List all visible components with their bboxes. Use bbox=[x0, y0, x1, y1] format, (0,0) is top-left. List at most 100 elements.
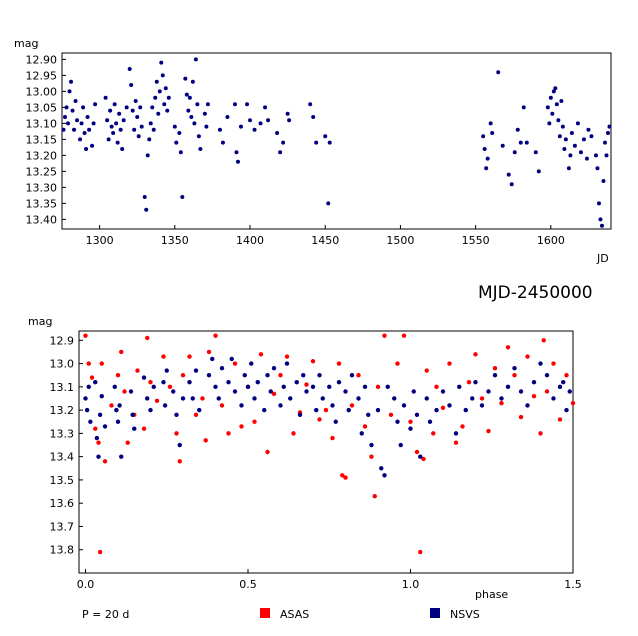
data-point-nsvs bbox=[248, 118, 253, 123]
data-point-nsvs bbox=[174, 412, 179, 417]
x-tick-label: 1.5 bbox=[564, 578, 582, 591]
y-tick-label: 13.05 bbox=[26, 101, 58, 114]
data-point-asas bbox=[97, 549, 103, 555]
data-point-asas bbox=[265, 449, 270, 455]
data-point-asas bbox=[356, 373, 361, 378]
data-point-nsvs bbox=[521, 105, 526, 110]
data-point-nsvs bbox=[232, 389, 238, 394]
data-point-nsvs bbox=[216, 396, 221, 401]
data-point-asas bbox=[518, 414, 524, 420]
x-tick-label: 1350 bbox=[161, 234, 189, 247]
data-point-nsvs bbox=[385, 384, 390, 390]
data-point-nsvs bbox=[482, 147, 487, 151]
data-point-nsvs bbox=[369, 442, 374, 448]
data-point-nsvs bbox=[547, 121, 552, 126]
data-point-nsvs bbox=[112, 102, 117, 107]
data-point-asas bbox=[135, 368, 140, 373]
y-tick-label: 13.0 bbox=[50, 358, 75, 371]
data-point-asas bbox=[424, 368, 429, 373]
data-point-nsvs bbox=[83, 396, 88, 401]
data-point-nsvs bbox=[129, 83, 134, 87]
data-point-nsvs bbox=[545, 105, 550, 110]
data-point-asas bbox=[89, 375, 95, 380]
data-point-asas bbox=[317, 417, 322, 422]
x-tick-label: 1600 bbox=[537, 234, 565, 247]
data-point-nsvs bbox=[174, 140, 179, 145]
data-point-nsvs bbox=[190, 396, 195, 401]
data-point-nsvs bbox=[500, 143, 505, 148]
data-point-nsvs bbox=[156, 111, 161, 116]
data-point-nsvs bbox=[578, 150, 583, 155]
data-point-nsvs bbox=[85, 115, 90, 119]
data-point-asas bbox=[122, 389, 127, 394]
data-point-nsvs bbox=[336, 379, 342, 385]
data-point-asas bbox=[453, 440, 459, 445]
data-point-nsvs bbox=[135, 115, 140, 119]
data-point-nsvs bbox=[81, 105, 86, 110]
data-point-nsvs bbox=[79, 121, 84, 126]
data-point-nsvs bbox=[82, 131, 87, 135]
y-tick-label: 12.90 bbox=[26, 53, 58, 66]
data-point-nsvs bbox=[255, 379, 260, 385]
y-tick-label: 13.1 bbox=[50, 381, 75, 394]
y-tick-label: 13.8 bbox=[50, 544, 75, 557]
data-point-asas bbox=[323, 407, 329, 413]
data-point-nsvs bbox=[551, 89, 556, 94]
data-point-nsvs bbox=[408, 426, 413, 431]
data-point-nsvs bbox=[553, 86, 558, 91]
data-point-nsvs bbox=[268, 389, 273, 394]
data-point-nsvs bbox=[320, 396, 325, 401]
legend-nsvs-swatch bbox=[430, 608, 440, 618]
x-tick-label: 1300 bbox=[86, 234, 114, 247]
data-point-nsvs bbox=[490, 131, 495, 135]
data-point-nsvs bbox=[327, 140, 332, 145]
data-point-nsvs bbox=[548, 95, 553, 100]
data-point-nsvs bbox=[285, 111, 290, 116]
y-tick-label: 13.00 bbox=[26, 85, 58, 98]
data-point-nsvs bbox=[561, 379, 566, 385]
data-point-asas bbox=[440, 405, 446, 410]
data-point-asas bbox=[310, 359, 316, 364]
y-tick-label: 13.10 bbox=[26, 117, 58, 130]
data-point-nsvs bbox=[78, 137, 83, 142]
data-point-nsvs bbox=[512, 366, 517, 371]
data-point-nsvs bbox=[88, 419, 93, 424]
data-point-asas bbox=[99, 361, 104, 366]
data-point-nsvs bbox=[66, 121, 71, 126]
data-point-asas bbox=[177, 459, 182, 464]
data-point-nsvs bbox=[593, 153, 598, 158]
x-tick-label: 1.0 bbox=[402, 578, 420, 591]
data-point-nsvs bbox=[172, 124, 177, 129]
data-point-nsvs bbox=[249, 361, 254, 366]
data-point-nsvs bbox=[265, 373, 270, 378]
period-annotation: P = 20 d bbox=[82, 608, 129, 621]
data-point-nsvs bbox=[536, 169, 541, 174]
x-tick-label: 1500 bbox=[386, 234, 414, 247]
data-point-nsvs bbox=[115, 419, 121, 424]
data-point-nsvs bbox=[575, 121, 580, 126]
data-point-nsvs bbox=[586, 127, 591, 132]
data-point-nsvs bbox=[67, 89, 72, 94]
data-point-asas bbox=[213, 333, 218, 338]
data-point-nsvs bbox=[128, 389, 134, 394]
data-point-nsvs bbox=[572, 143, 577, 148]
data-point-nsvs bbox=[284, 361, 290, 366]
data-point-nsvs bbox=[401, 403, 407, 408]
top-chart-xlabel: JD bbox=[596, 252, 609, 265]
data-point-nsvs bbox=[531, 379, 537, 385]
data-point-nsvs bbox=[398, 442, 403, 448]
y-tick-label: 13.20 bbox=[26, 149, 58, 162]
data-point-nsvs bbox=[395, 419, 400, 424]
data-point-asas bbox=[83, 333, 88, 338]
data-point-nsvs bbox=[154, 79, 159, 84]
data-point-nsvs bbox=[515, 127, 520, 132]
data-point-nsvs bbox=[108, 108, 113, 113]
data-point-nsvs bbox=[119, 454, 124, 459]
data-point-nsvs bbox=[595, 166, 600, 171]
data-point-nsvs bbox=[533, 150, 538, 155]
data-point-nsvs bbox=[160, 73, 165, 78]
data-point-nsvs bbox=[294, 379, 299, 385]
data-point-nsvs bbox=[141, 375, 147, 380]
data-point-asas bbox=[284, 354, 290, 359]
data-point-nsvs bbox=[87, 127, 92, 132]
